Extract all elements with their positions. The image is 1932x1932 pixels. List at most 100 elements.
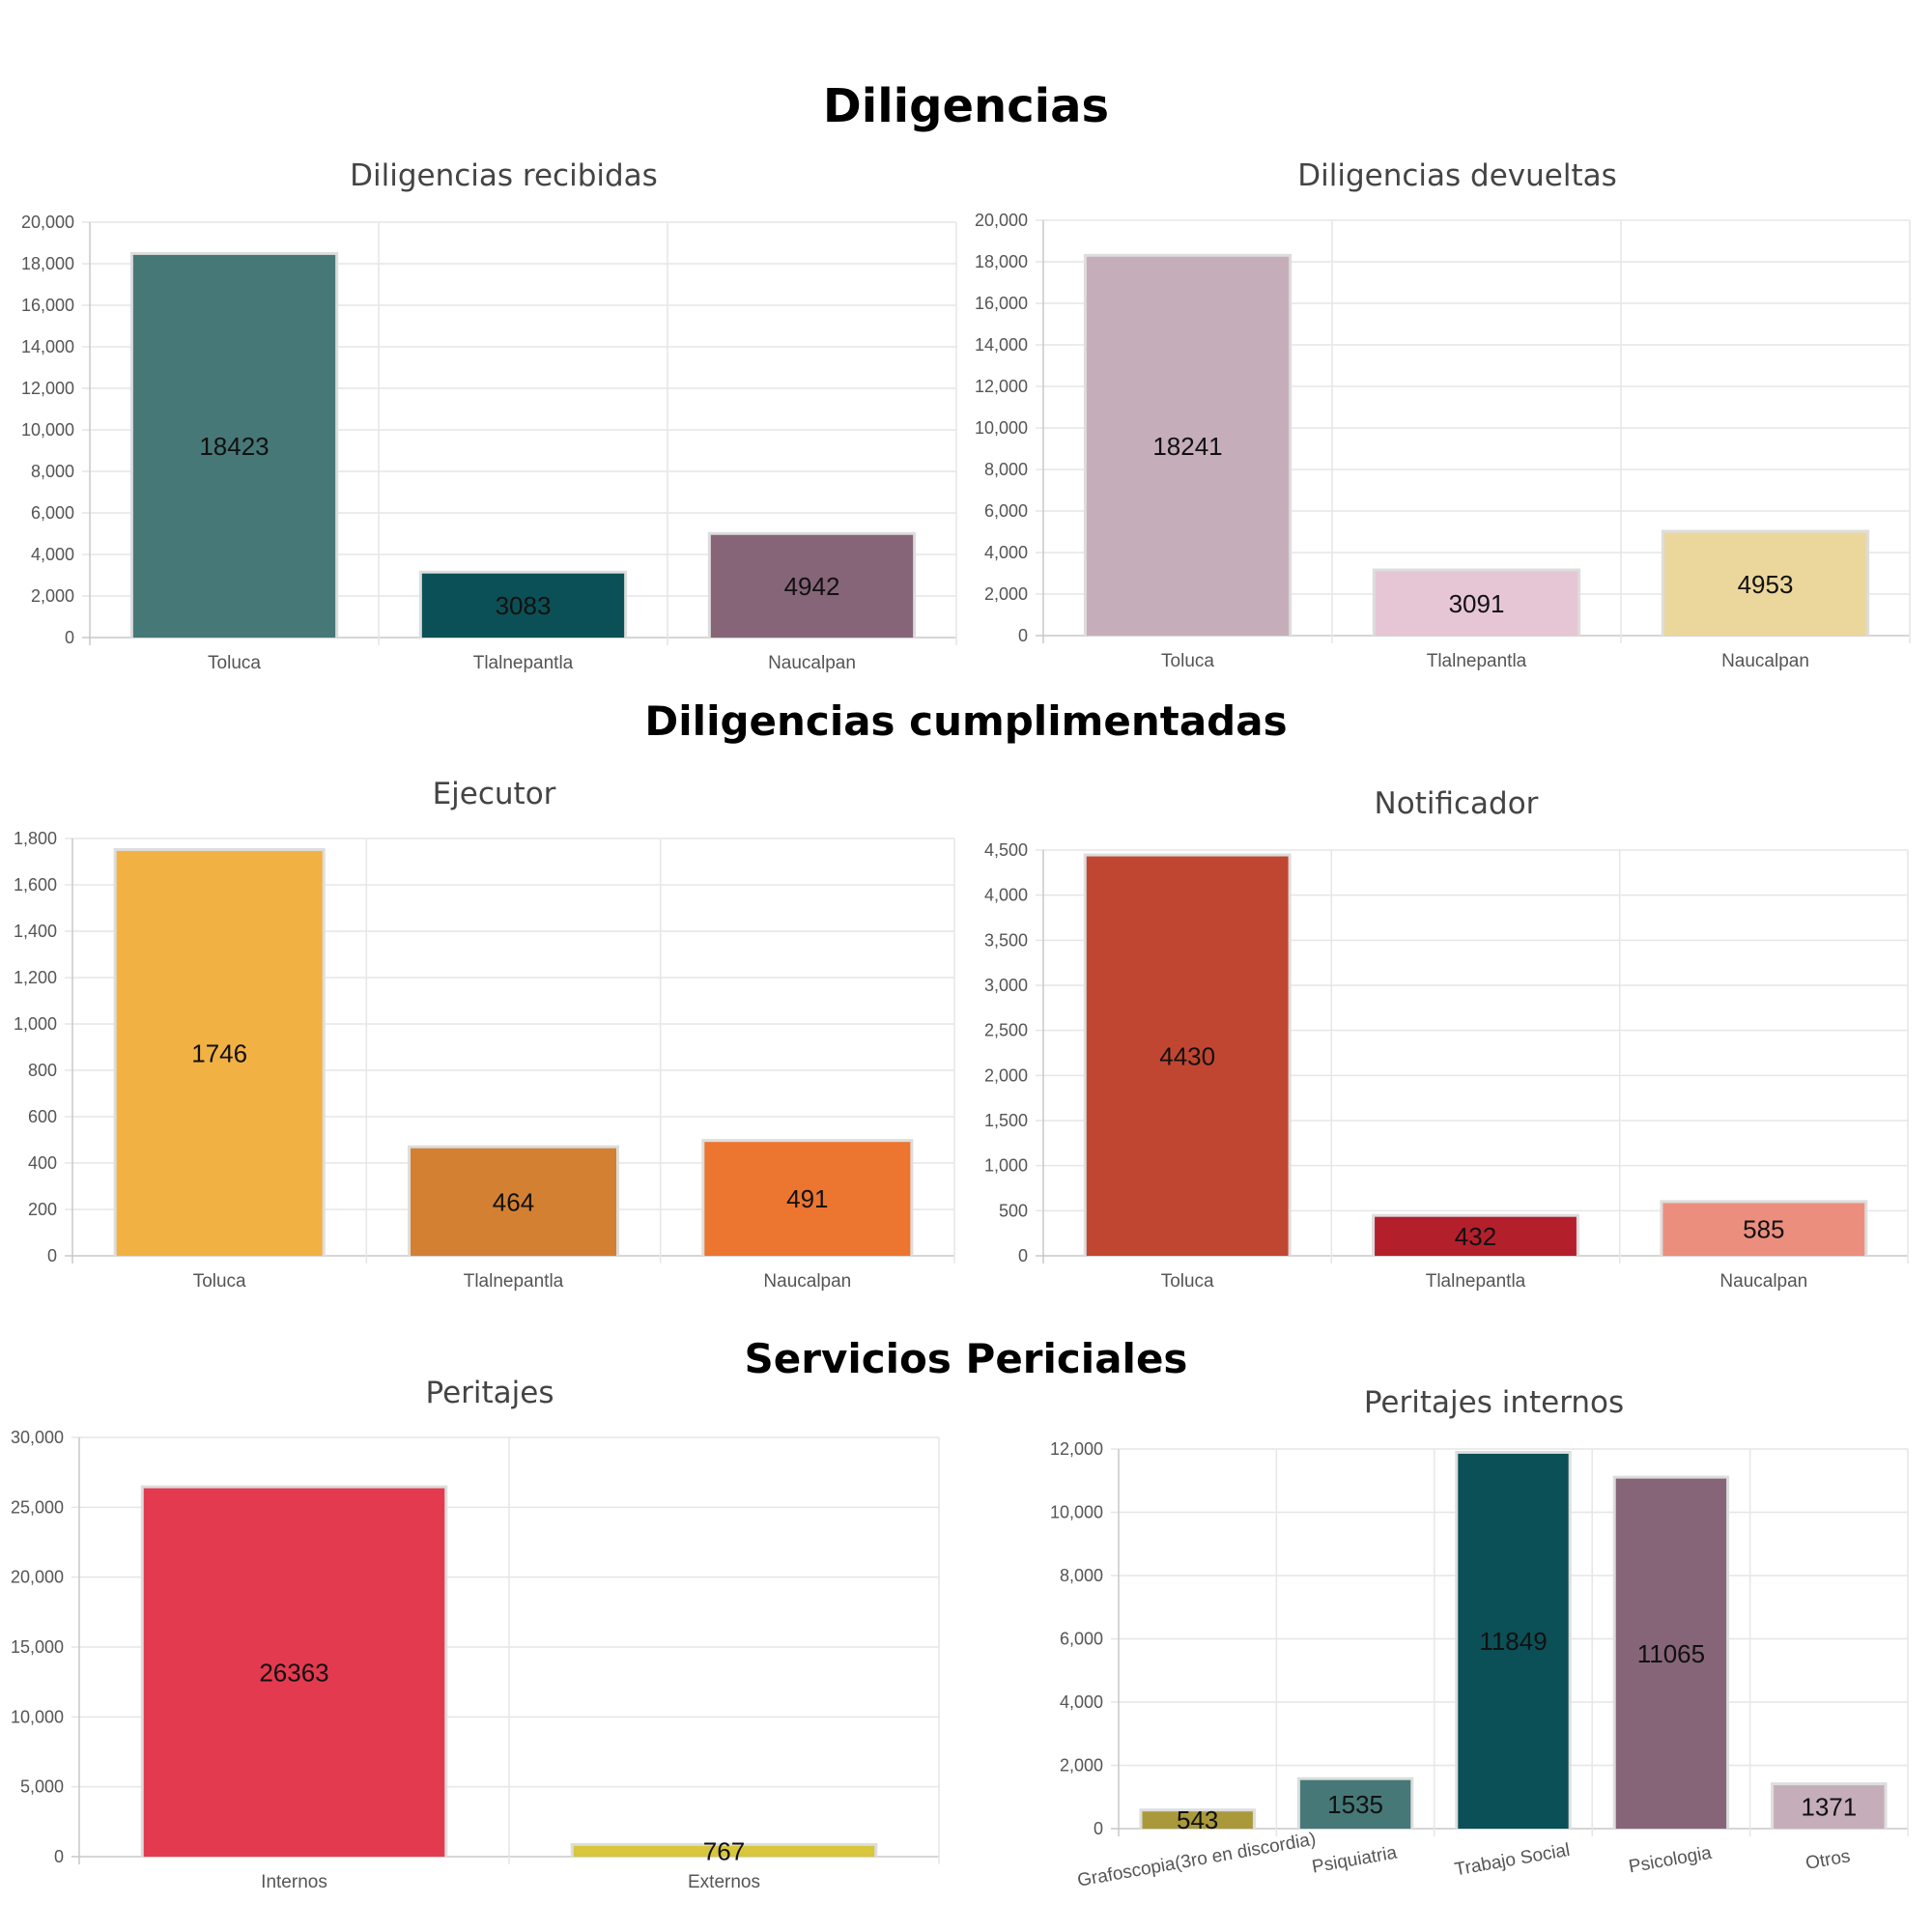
y-tick-label: 18,000: [21, 254, 74, 273]
x-tick-label: Toluca: [1161, 1271, 1214, 1292]
chart-notificador: Notificador 0 500 1,000 1,500 2,000 2,500 3,000…: [984, 786, 1909, 1292]
y-tick-label: 600: [28, 1107, 57, 1126]
data-label: 3091: [1449, 589, 1505, 618]
section-title-cumplimentadas: Diligencias cumplimentadas: [644, 697, 1288, 745]
bar-externos: [573, 1845, 875, 1857]
y-tick-label: 500: [999, 1201, 1028, 1220]
bar-toluca: [1086, 856, 1289, 1256]
data-label: 26363: [259, 1658, 328, 1687]
data-label: 11849: [1479, 1627, 1547, 1656]
y-tick-label: 6,000: [31, 503, 74, 523]
bar-naucalpan: [1662, 1203, 1865, 1256]
x-tick-label: Naucalpan: [1719, 1271, 1807, 1292]
x-tick-label: Internos: [261, 1872, 327, 1892]
y-tick-label: 0: [65, 628, 74, 647]
data-label: 432: [1455, 1222, 1496, 1251]
y-tick-label: 30,000: [11, 1428, 64, 1447]
y-tick-label: 0: [54, 1847, 64, 1866]
y-tick-label: 1,400: [14, 922, 57, 941]
y-tick-label: 1,000: [984, 1156, 1028, 1176]
y-tick-label: 2,000: [984, 1065, 1028, 1085]
x-tick-label: Psicologia: [1627, 1843, 1713, 1878]
data-label: 543: [1177, 1805, 1218, 1834]
bar-psiquiatria: [1299, 1779, 1411, 1829]
y-tick-label: 10,000: [21, 420, 74, 440]
y-tick-label: 12,000: [1050, 1439, 1103, 1459]
data-label: 767: [703, 1836, 745, 1865]
y-tick-label: 8,000: [1060, 1566, 1103, 1585]
y-tick-label: 12,000: [21, 379, 74, 398]
y-tick-label: 4,000: [984, 543, 1028, 562]
chart-title: Ejecutor: [433, 777, 556, 811]
y-tick-label: 1,500: [984, 1111, 1028, 1130]
y-tick-label: 20,000: [11, 1568, 64, 1587]
x-tick-label: Tlalnepantla: [1426, 1271, 1526, 1292]
y-tick-label: 5,000: [20, 1777, 64, 1797]
y-tick-label: 20,000: [21, 213, 74, 232]
y-tick-label: 4,000: [1060, 1692, 1103, 1712]
data-label: 18423: [199, 432, 269, 461]
data-label: 585: [1743, 1215, 1784, 1244]
bar-trabajo-social: [1458, 1453, 1569, 1829]
x-tick-label: Naucalpan: [763, 1271, 851, 1292]
y-tick-label: 800: [28, 1061, 57, 1080]
y-tick-label: 2,000: [31, 586, 74, 606]
bar-otros: [1774, 1785, 1885, 1829]
chart-peritajes: Peritajes 0 5,000 10,000 15,000 20,000 25,000 3…: [11, 1376, 940, 1892]
y-tick-label: 16,000: [21, 296, 74, 315]
x-tick-label: Toluca: [193, 1271, 246, 1292]
x-tick-label: Tlalnepantla: [1427, 651, 1527, 671]
bar-tlalnepantla: [1375, 571, 1578, 636]
bar-naucalpan: [704, 1142, 911, 1256]
y-tick-label: 2,500: [984, 1021, 1028, 1040]
y-tick-label: 2,000: [1060, 1756, 1103, 1776]
x-tick-label: Psiquiatria: [1311, 1842, 1399, 1877]
chart-title: Peritajes internos: [1364, 1385, 1624, 1420]
x-tick-label: Naucalpan: [768, 653, 856, 673]
y-tick-label: 10,000: [975, 418, 1028, 438]
y-tick-label: 0: [47, 1246, 57, 1265]
data-label: 1535: [1327, 1790, 1383, 1819]
y-tick-label: 2,000: [984, 584, 1028, 604]
data-label: 464: [493, 1187, 534, 1216]
y-tick-label: 14,000: [21, 337, 74, 356]
y-tick-label: 15,000: [11, 1637, 64, 1657]
y-tick-label: 1,000: [14, 1014, 57, 1034]
y-tick-label: 12,000: [975, 377, 1028, 396]
bar-toluca: [132, 254, 336, 638]
y-tick-label: 3,000: [984, 976, 1028, 995]
x-tick-label: Tlalnepantla: [473, 653, 574, 673]
bar-tlalnepantla: [421, 573, 625, 638]
data-label: 18241: [1152, 432, 1222, 461]
section-title-servicios-periciales: Servicios Periciales: [744, 1335, 1188, 1382]
y-tick-label: 1,600: [14, 875, 57, 895]
bar-toluca: [1086, 256, 1290, 636]
data-label: 4430: [1159, 1041, 1215, 1070]
y-tick-label: 16,000: [975, 294, 1028, 313]
x-tick-label: Grafoscopia(3ro en discordia): [1076, 1830, 1318, 1891]
y-tick-label: 0: [1018, 626, 1028, 645]
bar-toluca: [116, 850, 323, 1256]
bar-internos: [143, 1488, 445, 1857]
y-tick-label: 10,000: [1050, 1503, 1103, 1522]
y-tick-label: 400: [28, 1153, 57, 1173]
x-tick-label: Naucalpan: [1721, 651, 1809, 671]
data-label: 4942: [784, 572, 840, 601]
x-tick-label: Otros: [1804, 1846, 1852, 1874]
chart-title: Diligencias recibidas: [350, 158, 658, 193]
x-tick-label: Trabajo Social: [1453, 1840, 1572, 1881]
y-tick-label: 8,000: [984, 460, 1028, 479]
y-tick-label: 10,000: [11, 1707, 64, 1726]
chart-diligencias-recibidas: Diligencias recibidas 0 2,000 4,000 6,000 8,0…: [21, 158, 957, 673]
y-tick-label: 1,200: [14, 968, 57, 987]
bar-naucalpan: [1663, 532, 1867, 636]
y-tick-label: 20,000: [975, 211, 1028, 230]
x-tick-label: Externos: [688, 1872, 760, 1892]
y-tick-label: 3,500: [984, 930, 1028, 950]
chart-diligencias-devueltas: Diligencias devueltas 0 2,000 4,000 6,000 8,0…: [975, 158, 1911, 671]
data-label: 491: [786, 1184, 828, 1213]
bar-tlalnepantla: [410, 1148, 617, 1256]
x-tick-label: Toluca: [1161, 651, 1214, 671]
y-tick-label: 1,800: [14, 829, 57, 848]
section-title-diligencias: Diligencias: [822, 79, 1110, 133]
